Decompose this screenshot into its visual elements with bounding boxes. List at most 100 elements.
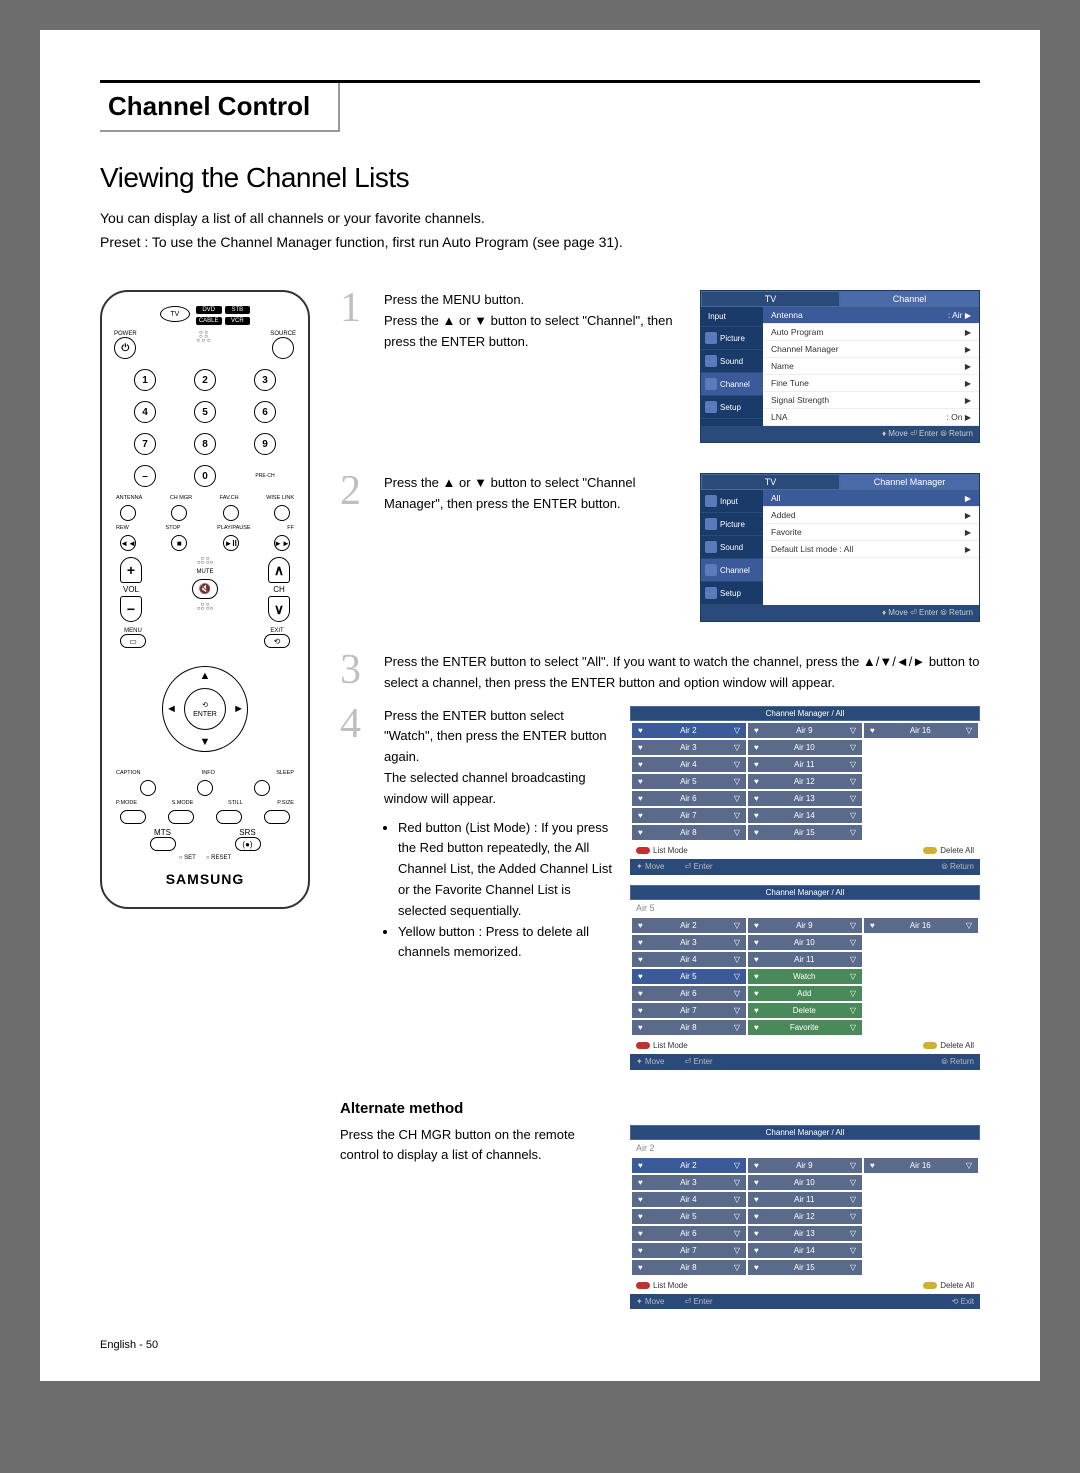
source-button xyxy=(272,337,294,359)
ff-label: FF xyxy=(287,525,294,531)
channel-cell: ♥Air 4▽ xyxy=(632,952,746,967)
steps-column: 1 Press the MENU button. Press the ▲ or … xyxy=(340,290,980,1309)
ch-rocker: ∧ CH ∨ xyxy=(268,557,290,622)
source-buttons: DVD STB CABLE VCR xyxy=(196,306,250,325)
dvd-btn: DVD xyxy=(196,306,222,314)
channel-cell: ♥Air 8▽ xyxy=(632,825,746,840)
channel-cell: ♥Air 6▽ xyxy=(632,986,746,1001)
num-1: 1 xyxy=(134,369,156,391)
channel-cell xyxy=(864,791,978,806)
channel-cell: ♥Air 12▽ xyxy=(748,1209,862,1224)
alternate-method: Press the CH MGR button on the remote co… xyxy=(340,1125,980,1309)
play-btn: ►II xyxy=(223,535,239,551)
channel-cell: ♥Air 13▽ xyxy=(748,1226,862,1241)
dpad-right: ► xyxy=(233,703,244,715)
channel-cell: ♥Air 4▽ xyxy=(632,757,746,772)
chapter-bar: Channel Control xyxy=(100,80,980,132)
sleep-btn xyxy=(254,780,270,796)
channel-grid-1: Channel Manager / All ♥Air 2▽♥Air 9▽♥Air… xyxy=(630,706,980,875)
play-label: PLAY/PAUSE xyxy=(217,525,250,531)
osd1-foot: ♦ Move ⏎ Enter ⦾ Return xyxy=(701,426,979,442)
exit-btn: ⟲ xyxy=(264,634,290,648)
still-btn xyxy=(216,810,242,824)
channel-cell: ♥Air 9▽ xyxy=(748,723,862,738)
channel-cell xyxy=(864,740,978,755)
chapter-title: Channel Control xyxy=(100,83,340,132)
channel-cell xyxy=(864,1243,978,1258)
indicator-dots: ○ ○○ ○○ ○ ○ xyxy=(196,331,210,361)
num-7: 7 xyxy=(134,433,156,455)
channel-cell: ♥Air 7▽ xyxy=(632,808,746,823)
exit-label: EXIT xyxy=(270,628,283,634)
channel-grid-2: Channel Manager / All Air 5 ♥Air 2▽♥Air … xyxy=(630,885,980,1070)
mid-dots: ○ ○○○ ○○ xyxy=(197,557,213,565)
step-2-text: Press the ▲ or ▼ button to select "Chann… xyxy=(384,473,684,515)
channel-cell xyxy=(864,952,978,967)
channel-cell: ♥Air 5▽ xyxy=(632,969,746,984)
rew-btn: ◄◄ xyxy=(120,535,136,551)
channel-cell: ♥Air 9▽ xyxy=(748,918,862,933)
channel-cell: ♥Delete▽ xyxy=(748,1003,862,1018)
step-2-num: 2 xyxy=(340,473,370,511)
channel-cell: ♥Favorite▽ xyxy=(748,1020,862,1035)
rew-label: REW xyxy=(116,525,129,531)
step-4-text: Press the ENTER button select "Watch", t… xyxy=(384,706,614,964)
alt-text: Press the CH MGR button on the remote co… xyxy=(340,1125,614,1167)
step-1: 1 Press the MENU button. Press the ▲ or … xyxy=(340,290,980,443)
channel-cell xyxy=(864,1209,978,1224)
cable-btn: CABLE xyxy=(196,317,222,325)
alternate-heading: Alternate method xyxy=(340,1100,980,1117)
remote-illustration: TV DVD STB CABLE VCR POWER⏻ ○ ○○ ○○ ○ ○ … xyxy=(100,290,310,909)
channel-cell xyxy=(864,757,978,772)
channel-cell: ♥Air 2▽ xyxy=(632,918,746,933)
channel-cell: ♥Air 10▽ xyxy=(748,740,862,755)
antenna-btn xyxy=(120,505,136,521)
intro-2: Preset : To use the Channel Manager func… xyxy=(100,234,980,250)
menu-btn: ▭ xyxy=(120,634,146,648)
mts-label: MTS xyxy=(154,828,171,837)
chmgr-btn xyxy=(171,505,187,521)
num-8: 8 xyxy=(194,433,216,455)
channel-cell xyxy=(864,808,978,823)
step-4-num: 4 xyxy=(340,706,370,744)
channel-cell: ♥Air 12▽ xyxy=(748,774,862,789)
channel-cell: ♥Air 3▽ xyxy=(632,1175,746,1190)
section-title: Viewing the Channel Lists xyxy=(100,162,980,194)
info-btn xyxy=(197,780,213,796)
vol-label: VOL xyxy=(123,585,139,594)
osd1-tr: Channel xyxy=(840,291,979,307)
channel-cell: ♥Air 16▽ xyxy=(864,918,978,933)
channel-cell: ♥Air 7▽ xyxy=(632,1003,746,1018)
osd-channel-menu: TVChannel Input Picture Sound Channel Se… xyxy=(700,290,980,443)
srs-label: SRS xyxy=(239,828,255,837)
channel-cell: ♥Air 5▽ xyxy=(632,1209,746,1224)
number-pad: 1 2 3 4 5 6 7 8 9 – 0 PRE-CH xyxy=(120,369,290,487)
channel-cell: ♥Watch▽ xyxy=(748,969,862,984)
channel-cell: ♥Air 6▽ xyxy=(632,1226,746,1241)
wiselink-btn xyxy=(274,505,290,521)
channel-cell xyxy=(864,1020,978,1035)
set-label: ○ SET xyxy=(179,855,196,861)
mid-dots2: ○ ○○○ ○○ xyxy=(197,603,213,611)
channel-cell: ♥Air 16▽ xyxy=(864,723,978,738)
num-3: 3 xyxy=(254,369,276,391)
favch-label: FAV.CH xyxy=(220,495,239,501)
channel-cell: ♥Air 11▽ xyxy=(748,757,862,772)
stb-btn: STB xyxy=(225,306,251,314)
step4-bullet1: Red button (List Mode) : If you press th… xyxy=(398,818,614,922)
channel-cell xyxy=(864,935,978,950)
dpad-left: ◄ xyxy=(166,703,177,715)
channel-cell xyxy=(864,774,978,789)
channel-cell: ♥Air 5▽ xyxy=(632,774,746,789)
menu-label: MENU xyxy=(124,628,142,634)
mute-label: MUTE xyxy=(197,569,214,575)
channel-cell: ♥Air 7▽ xyxy=(632,1243,746,1258)
intro-1: You can display a list of all channels o… xyxy=(100,210,980,226)
num-2: 2 xyxy=(194,369,216,391)
antenna-label: ANTENNA xyxy=(116,495,142,501)
psize-btn xyxy=(264,810,290,824)
channel-cell: ♥Air 11▽ xyxy=(748,952,862,967)
ch-label: CH xyxy=(273,585,285,594)
mts-btn xyxy=(150,837,176,851)
power-button: ⏻ xyxy=(114,337,136,359)
